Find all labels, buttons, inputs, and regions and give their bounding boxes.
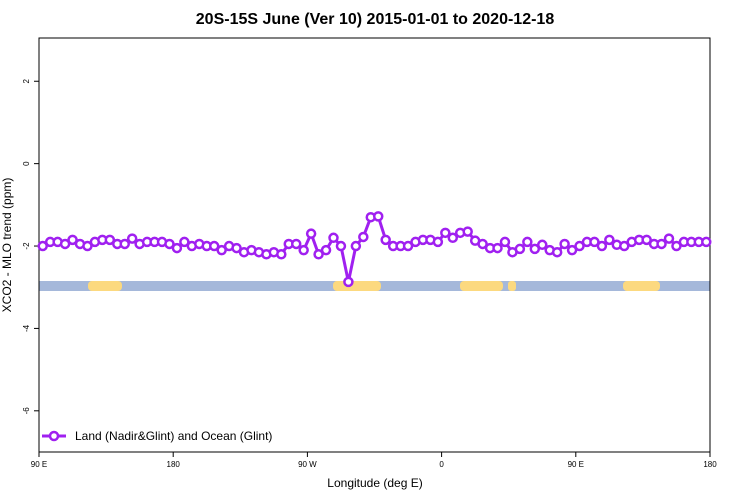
series-line bbox=[42, 214, 707, 284]
land-patch bbox=[460, 281, 503, 291]
point bbox=[641, 234, 652, 246]
point bbox=[559, 238, 570, 250]
point bbox=[529, 243, 541, 255]
point bbox=[656, 238, 667, 250]
x-axis-label: Longitude (deg E) bbox=[327, 476, 422, 490]
land-patch bbox=[623, 281, 660, 291]
point bbox=[499, 236, 511, 248]
x-tick-label: 90 E bbox=[568, 460, 584, 469]
point bbox=[37, 240, 48, 252]
point bbox=[701, 236, 712, 248]
point bbox=[604, 234, 615, 246]
point bbox=[462, 226, 473, 237]
point bbox=[276, 249, 287, 260]
point bbox=[104, 234, 116, 246]
point bbox=[671, 240, 682, 252]
point bbox=[328, 232, 339, 244]
point bbox=[216, 244, 227, 256]
point bbox=[126, 233, 138, 244]
point bbox=[320, 244, 332, 256]
land-patch bbox=[88, 281, 122, 291]
point bbox=[566, 244, 578, 256]
point bbox=[589, 236, 600, 248]
point bbox=[208, 240, 220, 252]
y-tick-label: -4 bbox=[22, 324, 31, 332]
point bbox=[514, 243, 526, 255]
point bbox=[574, 240, 585, 252]
x-tick-label: 180 bbox=[703, 460, 717, 469]
point bbox=[82, 240, 93, 252]
x-tick-label: 90 E bbox=[31, 460, 47, 469]
point bbox=[298, 244, 309, 256]
point bbox=[313, 249, 324, 260]
point bbox=[447, 232, 459, 244]
point bbox=[402, 240, 414, 252]
point bbox=[164, 238, 175, 250]
point bbox=[477, 238, 488, 250]
point bbox=[551, 246, 563, 258]
point bbox=[59, 238, 71, 250]
point bbox=[358, 231, 369, 243]
legend-marker bbox=[48, 430, 60, 442]
x-tick-label: 180 bbox=[167, 460, 181, 469]
point bbox=[663, 233, 675, 244]
land-patch bbox=[333, 281, 381, 291]
y-tick-label: 0 bbox=[22, 161, 31, 166]
y-axis-label: XCO2 - MLO trend (ppm) bbox=[0, 178, 14, 313]
point bbox=[380, 234, 391, 246]
point bbox=[179, 236, 190, 248]
land-ocean-strip bbox=[39, 281, 710, 291]
x-tick-label: 90 W bbox=[298, 460, 317, 469]
point bbox=[67, 234, 78, 246]
legend-label: Land (Nadir&Glint) and Ocean (Glint) bbox=[75, 429, 272, 443]
point bbox=[619, 240, 630, 252]
x-tick-label: 0 bbox=[439, 460, 444, 469]
point bbox=[335, 240, 347, 252]
chart-title: 20S-15S June (Ver 10) 2015-01-01 to 2020… bbox=[196, 11, 555, 28]
point bbox=[522, 236, 533, 248]
point bbox=[119, 238, 130, 250]
point bbox=[372, 211, 384, 222]
point bbox=[343, 276, 354, 288]
y-tick-label: 2 bbox=[22, 78, 31, 83]
point bbox=[305, 228, 317, 239]
y-tick-label: -2 bbox=[22, 242, 31, 250]
point bbox=[231, 242, 242, 254]
land-patch bbox=[508, 281, 516, 291]
y-tick-label: -6 bbox=[22, 407, 31, 415]
point bbox=[350, 240, 362, 252]
point bbox=[537, 239, 548, 251]
point bbox=[492, 242, 503, 254]
point bbox=[440, 227, 451, 239]
point bbox=[432, 236, 444, 248]
point bbox=[290, 238, 302, 250]
point bbox=[596, 240, 608, 252]
point bbox=[171, 242, 183, 254]
